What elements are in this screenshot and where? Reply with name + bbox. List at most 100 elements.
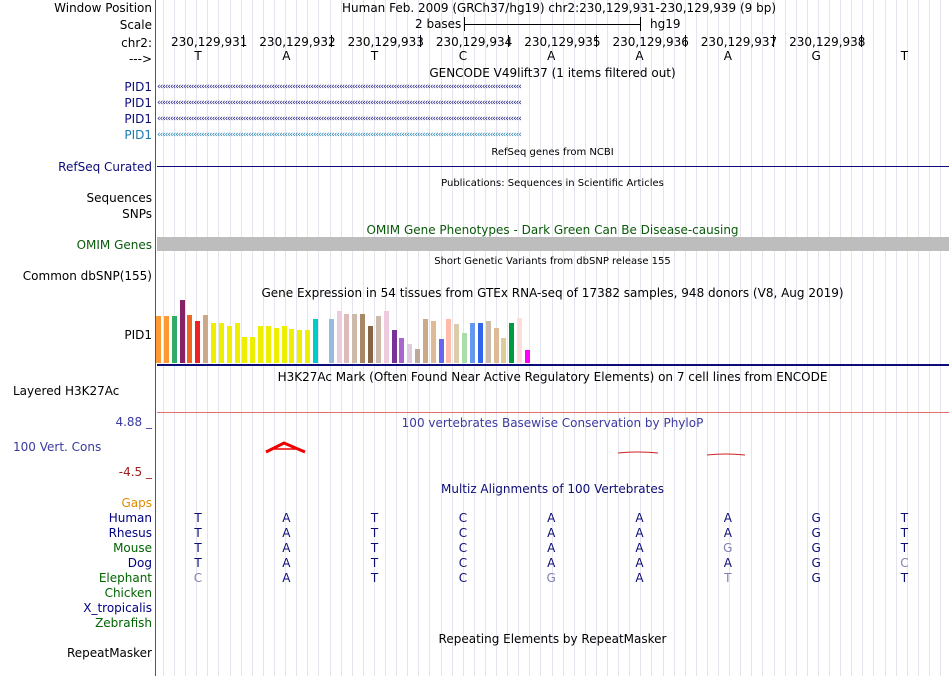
gtex-tissue-bar[interactable] <box>391 330 397 363</box>
gtex-tissue-bar[interactable] <box>273 328 279 363</box>
gtex-tissue-bar[interactable] <box>415 349 421 363</box>
gtex-tissue-bar[interactable] <box>509 323 515 363</box>
gtex-tissue-bar[interactable] <box>234 323 240 363</box>
gtex-tissue-bar[interactable] <box>187 315 193 363</box>
position-tick <box>331 35 333 47</box>
gencode-gene-row[interactable]: ‹‹‹‹‹‹‹‹‹‹‹‹‹‹‹‹‹‹‹‹‹‹‹‹‹‹‹‹‹‹‹‹‹‹‹‹‹‹‹‹… <box>157 115 522 123</box>
h3k27ac-label[interactable]: Layered H3K27Ac <box>13 384 120 398</box>
gtex-tissue-bar[interactable] <box>493 328 499 363</box>
alignment-base: G <box>811 511 821 525</box>
gtex-tissue-bar[interactable] <box>305 330 311 363</box>
gtex-tissue-bar[interactable] <box>336 311 342 363</box>
gencode-title[interactable]: GENCODE V49lift37 (1 items filtered out) <box>429 66 676 80</box>
gtex-tissue-bar[interactable] <box>367 326 373 363</box>
position-tick-label: 230,129,933 <box>347 35 424 49</box>
dbsnp-label[interactable]: Common dbSNP(155) <box>22 269 152 283</box>
gtex-label[interactable]: PID1 <box>124 328 152 342</box>
grid-line <box>751 0 752 676</box>
snps-label[interactable]: SNPs <box>122 207 152 221</box>
gtex-tissue-bar[interactable] <box>344 314 350 363</box>
phylop-title[interactable]: 100 vertebrates Basewise Conservation by… <box>401 416 704 430</box>
gtex-tissue-bar[interactable] <box>179 300 185 363</box>
gtex-tissue-bar[interactable] <box>446 319 452 363</box>
gtex-tissue-bar[interactable] <box>258 326 264 363</box>
gtex-tissue-bar[interactable] <box>485 321 491 363</box>
species-label[interactable]: Rhesus <box>108 526 152 540</box>
species-label[interactable]: Elephant <box>98 571 152 585</box>
dbsnp-title[interactable]: Short Genetic Variants from dbSNP releas… <box>434 256 671 267</box>
gtex-tissue-bar[interactable] <box>313 319 318 363</box>
gtex-tissue-bar[interactable] <box>430 321 436 363</box>
gtex-tissue-bar[interactable] <box>281 326 287 363</box>
gtex-bar-chart[interactable] <box>156 300 536 363</box>
gtex-tissue-bar[interactable] <box>297 330 303 363</box>
gtex-tissue-bar[interactable] <box>352 314 358 363</box>
h3k27ac-title[interactable]: H3K27Ac Mark (Often Found Near Active Re… <box>277 370 828 384</box>
gtex-tissue-bar[interactable] <box>477 323 483 363</box>
gtex-tissue-bar[interactable] <box>454 324 460 363</box>
phylop-plot[interactable] <box>155 440 950 460</box>
gtex-tissue-bar[interactable] <box>242 337 248 363</box>
gtex-tissue-bar[interactable] <box>218 323 224 363</box>
omim-label[interactable]: OMIM Genes <box>76 238 152 252</box>
strand-label: ---> <box>128 52 152 66</box>
species-label[interactable]: Zebrafish <box>95 616 152 630</box>
omim-bar[interactable] <box>157 237 949 251</box>
gtex-tissue-bar[interactable] <box>360 314 366 363</box>
gtex-tissue-bar[interactable] <box>524 350 530 363</box>
gtex-tissue-bar[interactable] <box>438 339 444 363</box>
gtex-tissue-bar[interactable] <box>328 319 334 363</box>
grid-line <box>429 0 430 676</box>
gaps-label[interactable]: Gaps <box>121 496 152 510</box>
sequences-label[interactable]: Sequences <box>86 191 152 205</box>
gencode-gene-label[interactable]: PID1 <box>124 112 152 126</box>
gtex-tissue-bar[interactable] <box>156 316 161 363</box>
gtex-tissue-bar[interactable] <box>501 338 507 363</box>
repeatmasker-label[interactable]: RepeatMasker <box>66 646 152 660</box>
gtex-tissue-bar[interactable] <box>250 337 256 363</box>
species-label[interactable]: Human <box>108 511 152 525</box>
gtex-tissue-bar[interactable] <box>462 333 468 363</box>
gencode-gene-row[interactable]: ‹‹‹‹‹‹‹‹‹‹‹‹‹‹‹‹‹‹‹‹‹‹‹‹‹‹‹‹‹‹‹‹‹‹‹‹‹‹‹‹… <box>157 131 522 139</box>
gencode-gene-row[interactable]: ‹‹‹‹‹‹‹‹‹‹‹‹‹‹‹‹‹‹‹‹‹‹‹‹‹‹‹‹‹‹‹‹‹‹‹‹‹‹‹‹… <box>157 99 522 107</box>
multiz-title[interactable]: Multiz Alignments of 100 Vertebrates <box>440 482 665 496</box>
refseq-line[interactable] <box>157 166 949 167</box>
species-label[interactable]: Mouse <box>113 541 152 555</box>
species-label[interactable]: Chicken <box>104 586 152 600</box>
gtex-tissue-bar[interactable] <box>470 323 475 363</box>
publications-title[interactable]: Publications: Sequences in Scientific Ar… <box>441 178 664 189</box>
gtex-title[interactable]: Gene Expression in 54 tissues from GTEx … <box>261 286 844 300</box>
gtex-tissue-bar[interactable] <box>399 338 405 363</box>
refseq-label[interactable]: RefSeq Curated <box>58 160 152 174</box>
reference-base: C <box>458 49 468 63</box>
alignment-base: G <box>811 556 821 570</box>
gtex-tissue-bar[interactable] <box>422 319 428 363</box>
gtex-tissue-bar[interactable] <box>517 318 523 363</box>
alignment-base: C <box>193 571 203 585</box>
omim-title[interactable]: OMIM Gene Phenotypes - Dark Green Can Be… <box>366 223 739 237</box>
gtex-tissue-bar[interactable] <box>383 311 389 363</box>
species-label[interactable]: X_tropicalis <box>83 601 152 615</box>
grid-line <box>452 0 453 676</box>
gencode-gene-label[interactable]: PID1 <box>124 80 152 94</box>
gtex-tissue-bar[interactable] <box>210 323 216 363</box>
h3k27ac-baseline <box>157 412 949 413</box>
gtex-tissue-bar[interactable] <box>195 321 201 363</box>
gtex-tissue-bar[interactable] <box>163 316 169 363</box>
gtex-tissue-bar[interactable] <box>203 315 209 363</box>
gencode-gene-label[interactable]: PID1 <box>124 128 152 142</box>
gtex-tissue-bar[interactable] <box>171 316 177 363</box>
position-tick <box>243 35 244 47</box>
species-label[interactable]: Dog <box>127 556 152 570</box>
gtex-tissue-bar[interactable] <box>407 344 413 363</box>
alignment-base: A <box>723 526 732 540</box>
gtex-tissue-bar[interactable] <box>226 326 232 363</box>
gtex-tissue-bar[interactable] <box>265 326 271 363</box>
repeatmasker-title[interactable]: Repeating Elements by RepeatMasker <box>438 632 667 646</box>
gtex-tissue-bar[interactable] <box>375 316 381 363</box>
gencode-gene-label[interactable]: PID1 <box>124 96 152 110</box>
gencode-gene-row[interactable]: ‹‹‹‹‹‹‹‹‹‹‹‹‹‹‹‹‹‹‹‹‹‹‹‹‹‹‹‹‹‹‹‹‹‹‹‹‹‹‹‹… <box>157 83 522 91</box>
gtex-tissue-bar[interactable] <box>289 329 295 363</box>
phylop-label[interactable]: 100 Vert. Cons <box>13 440 102 454</box>
refseq-title[interactable]: RefSeq genes from NCBI <box>491 147 614 158</box>
